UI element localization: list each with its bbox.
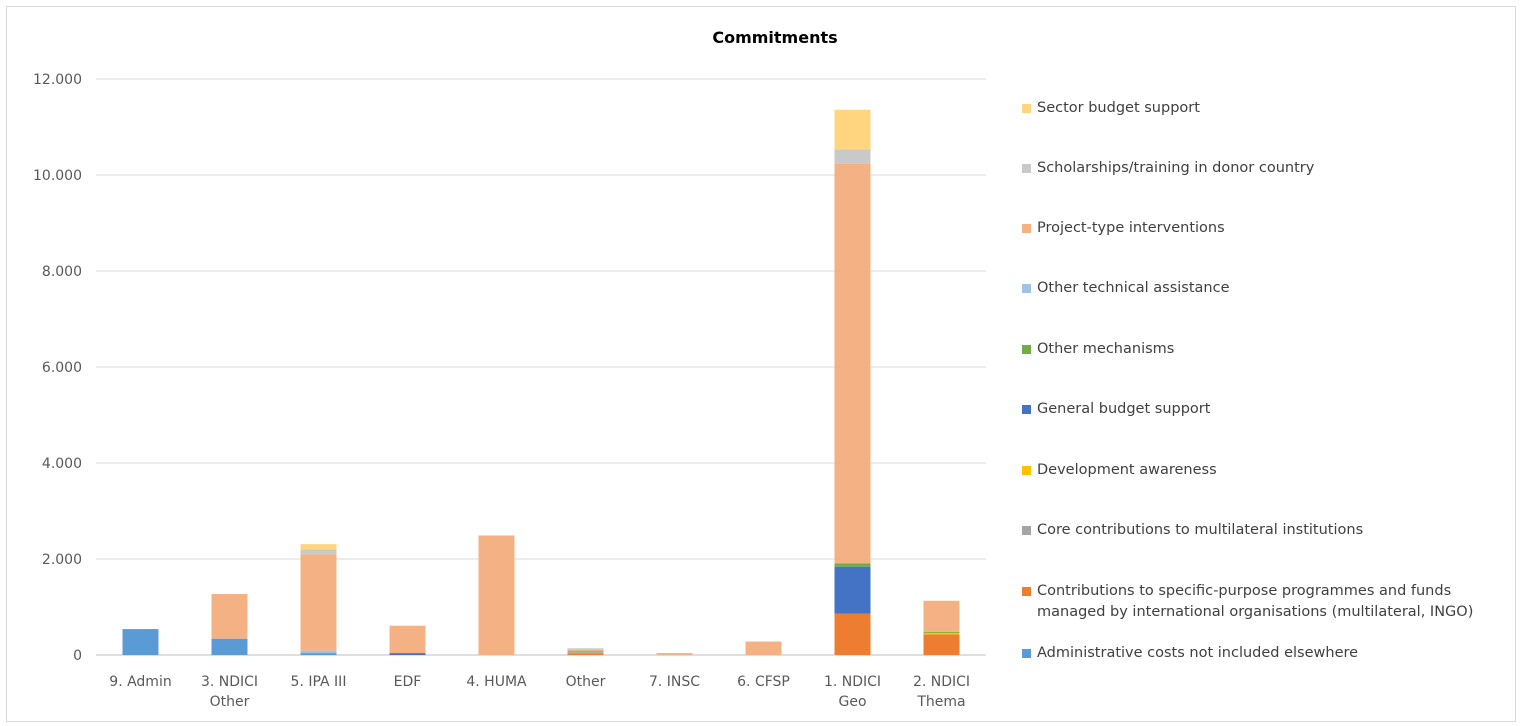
legend-item: Other mechanisms <box>1022 339 1517 360</box>
legend-swatch <box>1022 405 1031 414</box>
bar-segment <box>300 650 337 654</box>
x-axis-ticks: 9. Admin 3. NDICI Other 5. IPA III EDF 4. HUM… <box>109 674 970 710</box>
x-tick-label: 9. Admin <box>109 674 171 690</box>
legend-swatch <box>1022 649 1031 658</box>
legend-item: Scholarships/training in donor country <box>1022 158 1517 179</box>
bar-segment <box>656 653 693 655</box>
legend-label: Scholarships/training in donor country <box>1037 160 1315 176</box>
bars <box>122 109 960 655</box>
legend-label: Development awareness <box>1037 462 1217 478</box>
bar-segment <box>389 625 426 654</box>
legend-item: General budget support <box>1022 399 1517 420</box>
legend: Sector budget support Scholarships/traini… <box>1022 90 1517 675</box>
bar-segment <box>745 641 782 655</box>
y-tick-label: 8.000 <box>42 264 82 280</box>
x-tick-label: 5. IPA III <box>291 674 347 690</box>
bar-segment <box>567 649 604 651</box>
bar-segment <box>567 652 604 654</box>
bar-segment <box>211 638 248 655</box>
legend-swatch <box>1022 345 1031 354</box>
legend-swatch <box>1022 587 1031 596</box>
bar-segment <box>567 648 604 650</box>
bar-segment <box>834 563 871 567</box>
chart-title: Commitments <box>712 28 838 47</box>
bar-segment <box>923 600 960 632</box>
legend-label: Sector budget support <box>1037 100 1200 116</box>
x-tick-label: Other <box>566 674 606 690</box>
bar-segment <box>211 594 248 639</box>
x-tick-label: 3. NDICI Other <box>201 674 258 710</box>
legend-swatch <box>1022 284 1031 293</box>
x-tick-label: EDF <box>394 674 422 690</box>
legend-item: Development awareness <box>1022 460 1517 481</box>
bar-segment <box>478 535 515 655</box>
legend-label: Other mechanisms <box>1037 341 1175 357</box>
legend-swatch <box>1022 526 1031 535</box>
bar-segment <box>834 109 871 150</box>
bar-segment <box>923 634 960 655</box>
legend-swatch <box>1022 164 1031 173</box>
legend-swatch <box>1022 104 1031 113</box>
bar-segment <box>834 163 871 564</box>
legend-item: Project-type interventions <box>1022 218 1517 239</box>
bar-segment <box>834 613 871 655</box>
y-tick-label: 4.000 <box>42 456 82 472</box>
legend-label: Administrative costs not included elsewh… <box>1037 645 1359 661</box>
x-tick-label: 7. INSC <box>649 674 700 690</box>
legend-item: Administrative costs not included elsewh… <box>1022 643 1517 664</box>
legend-item: Core contributions to multilateral insti… <box>1022 520 1517 541</box>
bar-segment <box>122 629 159 655</box>
bar-segment <box>389 653 426 655</box>
x-tick-label: 1. NDICI Geo <box>824 674 881 710</box>
bar-segment <box>834 149 871 164</box>
bar-segment <box>300 549 337 555</box>
bar-segment <box>300 653 337 655</box>
legend-label: Contributions to specific-purpose progra… <box>1037 583 1474 620</box>
x-tick-label: 4. HUMA <box>466 674 527 690</box>
bar-segment <box>923 631 960 633</box>
bar-segment <box>567 651 604 653</box>
x-tick-label: 2. NDICI Thema <box>913 674 970 710</box>
bar-segment <box>923 632 960 635</box>
bar-segment <box>300 554 337 651</box>
y-tick-label: 6.000 <box>42 360 82 376</box>
y-tick-label: 0 <box>73 648 82 664</box>
y-tick-label: 10.000 <box>33 168 82 184</box>
legend-item: Other technical assistance <box>1022 278 1517 299</box>
y-axis-ticks: 0 2.000 4.000 6.000 8.000 10.000 12.000 <box>33 72 82 664</box>
y-tick-label: 2.000 <box>42 552 82 568</box>
legend-swatch <box>1022 224 1031 233</box>
legend-item: Sector budget support <box>1022 98 1517 119</box>
bar-segment <box>567 650 604 652</box>
bar-segment <box>834 566 871 614</box>
legend-label: Core contributions to multilateral insti… <box>1037 522 1364 538</box>
x-tick-label: 6. CFSP <box>737 674 790 690</box>
legend-item: Contributions to specific-purpose progra… <box>1022 581 1517 623</box>
legend-swatch <box>1022 466 1031 475</box>
legend-label: Other technical assistance <box>1037 280 1230 296</box>
bar-segment <box>300 544 337 550</box>
legend-label: General budget support <box>1037 401 1211 417</box>
bar-segment <box>567 653 604 655</box>
chart-frame <box>6 6 1516 722</box>
legend-label: Project-type interventions <box>1037 220 1225 236</box>
y-tick-label: 12.000 <box>33 72 82 88</box>
